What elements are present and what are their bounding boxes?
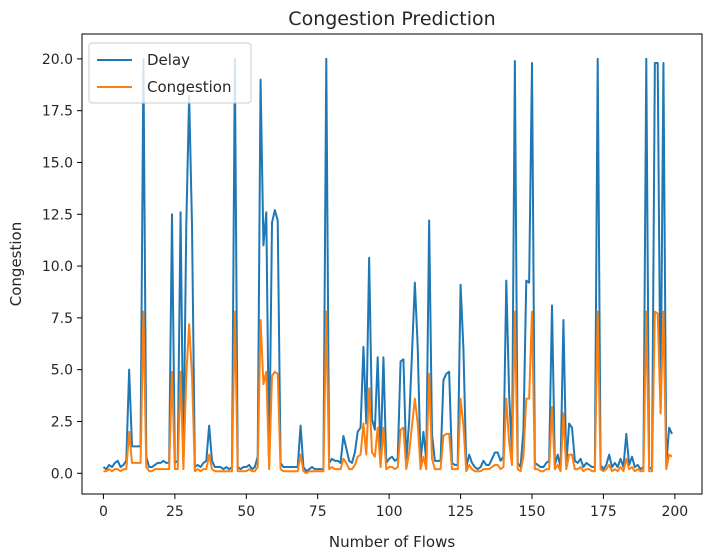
legend: Delay Congestion	[88, 42, 252, 104]
x-tick-label: 125	[447, 504, 474, 520]
y-tick-label: 12.5	[42, 207, 73, 223]
x-tick-label: 150	[519, 504, 546, 520]
legend-label-congestion: Congestion	[147, 78, 231, 96]
legend-label-delay: Delay	[147, 51, 190, 69]
series-line-congestion	[103, 310, 673, 475]
chart-title: Congestion Prediction	[288, 8, 495, 30]
x-tick-label: 200	[661, 504, 688, 520]
y-tick-label: 5.0	[51, 363, 73, 379]
y-tick-label: 17.5	[42, 104, 73, 120]
x-tick-label: 75	[309, 504, 327, 520]
y-tick-label: 15.0	[42, 155, 73, 171]
y-axis: 0.0 2.5 5.0 7.5 10.0 12.5 15.0 17.5 20.0	[42, 52, 82, 482]
plot-lines	[102, 57, 673, 475]
x-axis: 0 25 50 75 100 125 150 175 200	[99, 494, 688, 520]
x-tick-label: 25	[166, 504, 184, 520]
x-axis-label: Number of Flows	[329, 533, 455, 551]
series-line-delay	[102, 57, 673, 473]
x-tick-label: 0	[99, 504, 108, 520]
y-tick-label: 20.0	[42, 52, 73, 68]
y-tick-label: 2.5	[51, 414, 73, 430]
y-tick-label: 0.0	[51, 466, 73, 482]
y-tick-label: 7.5	[51, 311, 73, 327]
plot-area-frame	[81, 33, 703, 495]
x-tick-label: 50	[237, 504, 255, 520]
y-axis-label: Congestion	[7, 222, 25, 306]
y-tick-label: 10.0	[42, 259, 73, 275]
x-tick-label: 175	[590, 504, 617, 520]
x-tick-label: 100	[376, 504, 403, 520]
